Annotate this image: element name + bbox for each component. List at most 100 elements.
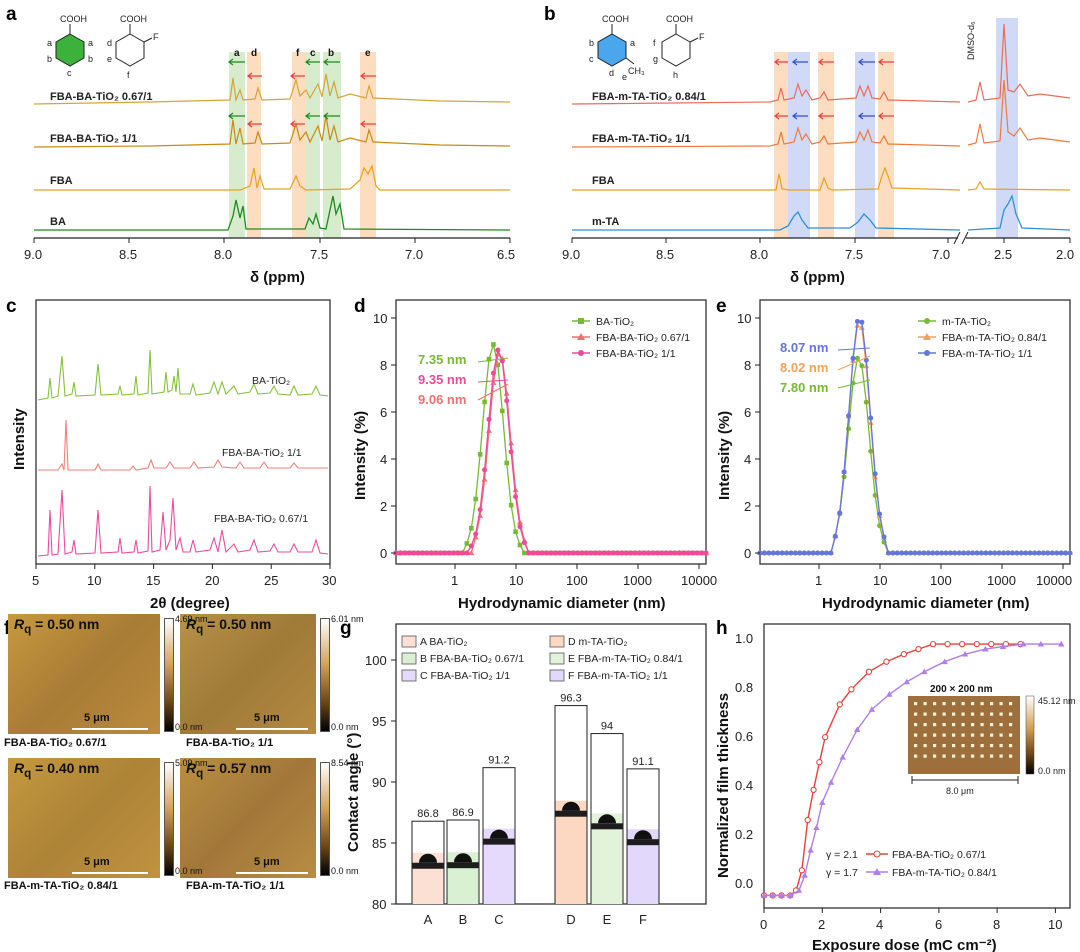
inset-dot: [914, 712, 918, 716]
dls-point-dls-e-2-63: [1036, 550, 1042, 556]
inset-dot: [933, 712, 937, 716]
svg-text:f: f: [127, 70, 130, 80]
lith-point-0-18: [959, 640, 966, 648]
dls-point-dls-e-2-54: [996, 550, 1002, 556]
trace-label-b-0: FBA-m-TA-TiO₂ 0.84/1: [592, 91, 706, 103]
dls-point-dls-e-2-58: [1014, 550, 1020, 556]
inset-dot: [933, 723, 937, 727]
dls-point-dls-e-2-3: [770, 550, 776, 556]
inset-dot: [961, 744, 965, 748]
bar-category-C: C: [494, 912, 503, 927]
inset-dot: [980, 733, 984, 737]
dls-point-dls-d-0-21: [486, 356, 492, 362]
legend-g: [401, 635, 565, 682]
dls-point-dls-e-2-24: [863, 357, 869, 363]
dls-point-dls-e-2-17: [832, 533, 838, 539]
dls-point-dls-e-2-42: [943, 550, 949, 556]
inset-dot: [990, 723, 994, 727]
legend-d: [572, 318, 590, 356]
bar-value-E: 94: [601, 721, 613, 733]
droplet-B: [454, 853, 472, 863]
dls-point-dls-d-0-27: [513, 529, 518, 535]
svg-text:a: a: [630, 38, 635, 48]
dls-point-dls-d-2-63: [672, 550, 678, 556]
dls-point-dls-e-2-66: [1049, 550, 1055, 556]
inset-dot: [980, 744, 984, 748]
panel-h-label: h: [716, 618, 728, 639]
afm-colorbar-1: [164, 618, 174, 732]
trace-label-c-1: FBA-BA-TiO₂ 1/1: [222, 447, 302, 459]
dls-point-dls-d-2-54: [632, 550, 638, 556]
lith-point-0-10: [836, 701, 843, 708]
afm-colorbar-4: [320, 762, 330, 876]
dls-point-dls-d-2-20: [482, 467, 488, 473]
afm-image-1: [8, 614, 160, 734]
lith-point-1-15: [921, 668, 928, 675]
svg-text:8: 8: [380, 358, 387, 373]
svg-text:b: b: [47, 54, 52, 64]
dls-point-dls-e-2-31: [894, 550, 900, 556]
droplet-D: [562, 801, 580, 811]
dls-point-dls-e-0-22: [854, 355, 860, 361]
axis-a-ticks: [33, 238, 511, 243]
dls-point-dls-e-2-8: [792, 550, 798, 556]
svg-text:FBA-BA-TiO₂ 0.67/1: FBA-BA-TiO₂ 0.67/1: [596, 332, 690, 344]
dls-point-dls-e-2-34: [908, 550, 914, 556]
dls-point-dls-d-2-18: [473, 531, 479, 537]
dls-point-dls-d-2-10: [437, 550, 443, 556]
inset-dot: [933, 702, 937, 706]
dls-point-dls-d-2-33: [539, 550, 545, 556]
svg-text:10000: 10000: [681, 573, 717, 588]
svg-text:B FBA-BA-TiO₂ 0.67/1: B FBA-BA-TiO₂ 0.67/1: [420, 653, 524, 665]
dls-point-dls-e-2-22: [854, 318, 860, 324]
trace-label-c-0: BA-TiO₂: [252, 375, 290, 387]
svg-text:8.02 nm: 8.02 nm: [780, 360, 828, 375]
svg-text:1.0: 1.0: [735, 631, 753, 646]
svg-text:e: e: [622, 72, 627, 82]
bar-value-F: 91.1: [632, 756, 653, 768]
rq-label-2: Rq = 0.50 nm: [186, 616, 272, 636]
dls-point-dls-e-2-64: [1040, 550, 1046, 556]
svg-text:8: 8: [993, 917, 1000, 932]
band-e: [360, 52, 376, 238]
band-f: [292, 52, 306, 238]
inset-dot: [923, 733, 927, 737]
lith-point-1-16: [941, 658, 948, 665]
svg-text:COOH: COOH: [60, 14, 87, 24]
lith-point-0-19: [973, 640, 980, 648]
dls-point-dls-e-2-43: [947, 550, 953, 556]
axis-c-xlabel: 2θ (degree): [150, 595, 230, 612]
scale-bar-1: [72, 728, 148, 730]
dls-point-dls-d-2-57: [645, 550, 651, 556]
afm-caption-1: FBA-BA-TiO₂ 0.67/1: [4, 737, 107, 749]
inset-dot: [990, 702, 994, 706]
legend-h: [866, 850, 888, 875]
droplet-A: [419, 853, 437, 863]
bars-g: 86.8 A 86.9 B 91.2 C 96.3 D 94 E 91.1 F: [411, 693, 660, 927]
svg-text:0: 0: [380, 546, 387, 561]
svg-text:h: h: [673, 70, 678, 80]
afm-colorbar-3: [164, 762, 174, 876]
dls-point-dls-d-1-21: [486, 427, 492, 433]
inset-dot: [1009, 702, 1013, 706]
dls-point-dls-e-2-40: [934, 550, 940, 556]
svg-text:0.4: 0.4: [735, 778, 753, 793]
inset-dot: [942, 712, 946, 716]
dls-point-dls-d-2-26: [508, 449, 514, 455]
svg-text:FBA-BA-TiO₂ 1/1: FBA-BA-TiO₂ 1/1: [596, 348, 676, 360]
dls-point-dls-d-0-22: [491, 342, 496, 347]
plot-frame-e: [759, 299, 1071, 565]
dls-point-dls-e-2-46: [961, 550, 967, 556]
inset-dot: [971, 712, 975, 716]
svg-text:100: 100: [365, 653, 387, 668]
lith-point-1-20: [1020, 640, 1027, 647]
substrate-D: [555, 810, 587, 817]
dls-point-dls-d-2-55: [637, 550, 643, 556]
inset-dot: [952, 733, 956, 737]
svg-text:6.5: 6.5: [497, 247, 515, 262]
scale-bar-2: [236, 728, 308, 730]
svg-text:COOH: COOH: [120, 14, 147, 24]
panel-d-label: d: [354, 296, 366, 317]
substrate-A: [412, 862, 444, 869]
dls-point-dls-e-2-26: [872, 471, 878, 477]
